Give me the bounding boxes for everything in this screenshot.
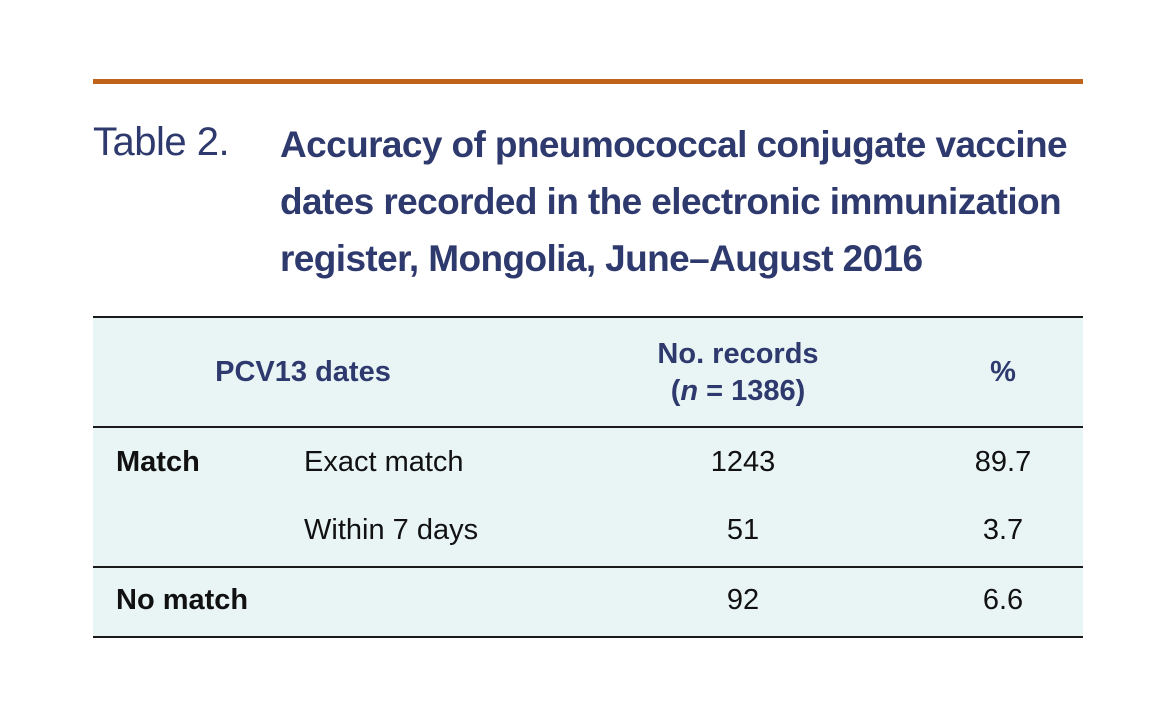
row-category-label: Within 7 days: [304, 514, 479, 546]
row-percent-value: 89.7: [974, 446, 1032, 478]
row-group-label: Match: [116, 446, 200, 478]
row-percent-value: 3.7: [982, 514, 1024, 546]
top-accent-rule: [93, 79, 1083, 84]
table-number: Table 2.: [93, 120, 230, 164]
row-category-label: Exact match: [304, 446, 464, 478]
row-percent-value: 6.6: [982, 584, 1024, 616]
header-percent: %: [990, 356, 1016, 388]
header-divider: [93, 426, 1083, 428]
row-records-value: 92: [726, 584, 760, 616]
header-no-records: No. records (n = 1386): [603, 336, 873, 410]
row-group-label: No match: [116, 584, 249, 616]
row-records-value: 1243: [710, 446, 776, 478]
row-records-value: 51: [726, 514, 760, 546]
header-no-records-line1: No. records: [657, 338, 819, 370]
data-table: PCV13 dates No. records (n = 1386) % Mat…: [93, 316, 1083, 638]
header-pcv13-dates: PCV13 dates: [215, 356, 391, 388]
table-title: Accuracy of pneumococcal conjugate vacci…: [280, 124, 1068, 279]
header-no-records-line2: (n = 1386): [670, 375, 806, 407]
section-divider: [93, 566, 1083, 568]
